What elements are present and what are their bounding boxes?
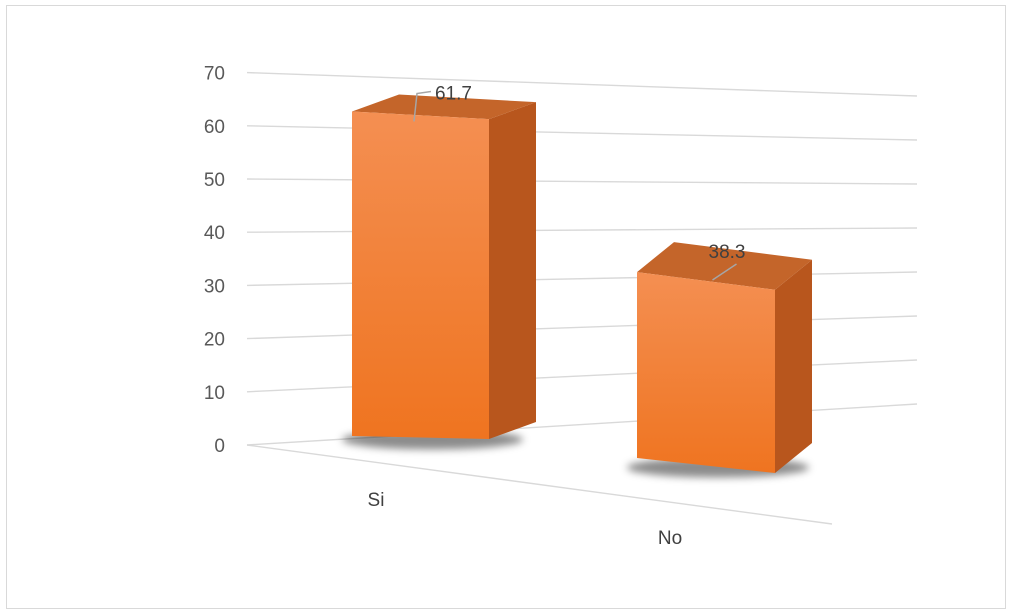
y-tick-label: 60 xyxy=(204,117,225,138)
y-tick-label: 50 xyxy=(204,170,225,191)
x-category-label: No xyxy=(658,528,682,549)
gridline xyxy=(246,178,918,185)
gridline xyxy=(246,359,918,393)
bar-side-face xyxy=(775,259,812,473)
gridline xyxy=(246,125,918,141)
y-tick-label: 40 xyxy=(204,223,225,244)
bar-side-face xyxy=(489,102,536,439)
data-label-leader xyxy=(413,90,432,122)
bar-top-face xyxy=(637,242,812,290)
y-tick-label: 10 xyxy=(204,383,225,404)
bar-front-face xyxy=(352,111,489,440)
x-axis-categories: Si No xyxy=(368,490,683,549)
y-tick-label: 30 xyxy=(204,276,225,297)
bar-no: 38.3 xyxy=(627,242,812,478)
y-tick-label: 20 xyxy=(204,330,225,351)
gridline xyxy=(246,227,918,233)
data-label: 61.7 xyxy=(435,83,472,104)
floor-edge xyxy=(246,444,833,525)
gridline xyxy=(246,71,918,97)
bar-si: 61.7 xyxy=(342,83,536,450)
data-label: 38.3 xyxy=(709,242,746,263)
gridline xyxy=(246,271,918,287)
bars: 61.7 38.3 xyxy=(342,83,812,478)
chart-frame: 0 10 20 30 40 50 60 70 61.7 38.3 Si No xyxy=(6,5,1006,609)
bar-top-face xyxy=(352,94,536,120)
y-axis-ticks: 0 10 20 30 40 50 60 70 xyxy=(204,64,225,457)
y-tick-label: 0 xyxy=(214,436,225,457)
x-category-label: Si xyxy=(368,490,385,511)
bar-front-face xyxy=(637,272,775,473)
gridlines xyxy=(246,71,918,525)
column-chart-3d: 0 10 20 30 40 50 60 70 61.7 38.3 Si No xyxy=(204,64,918,549)
data-label-leader xyxy=(712,263,737,281)
y-tick-label: 70 xyxy=(204,64,225,85)
gridline xyxy=(246,315,918,340)
